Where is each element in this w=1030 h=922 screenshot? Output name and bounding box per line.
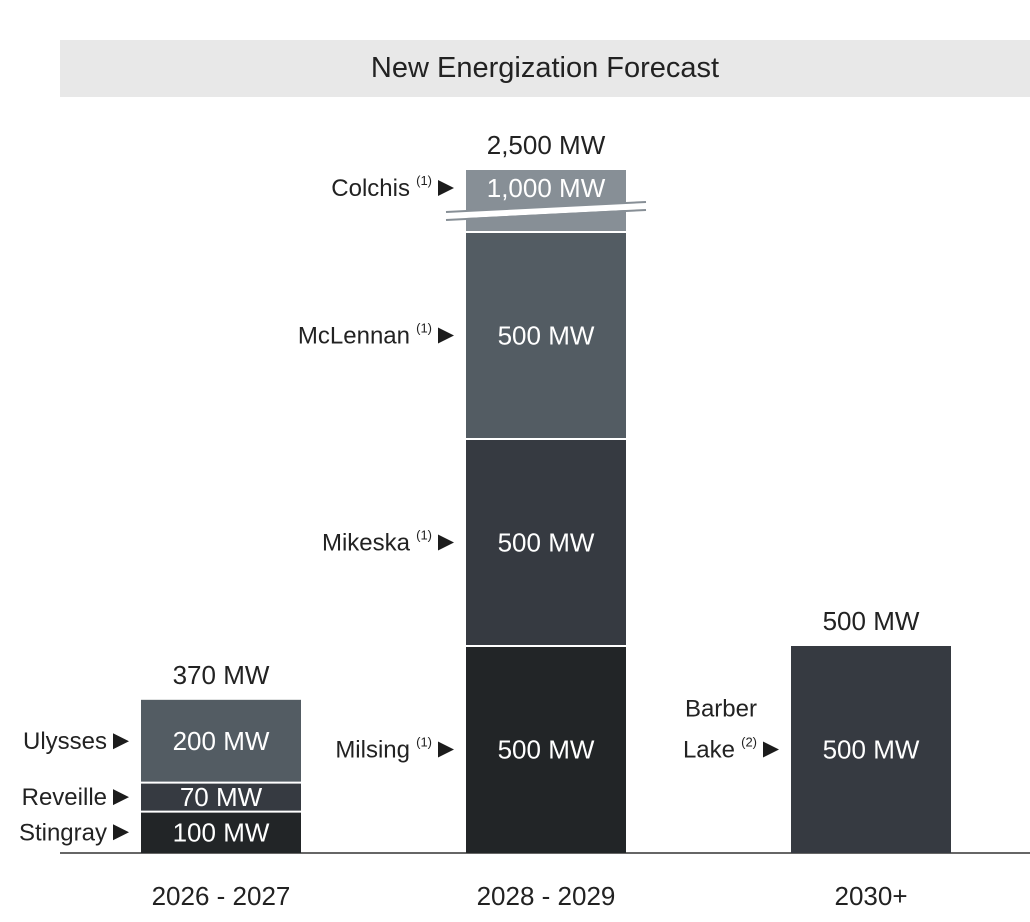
pointer-arrow-icon	[763, 741, 779, 758]
segment-name-label: Stingray	[19, 819, 107, 846]
bar-segment-barber-lake	[791, 646, 951, 853]
x-tick-label: 2028 - 2029	[477, 881, 616, 911]
bar-segment-reveille	[141, 782, 301, 812]
bar-segment-mclennan	[466, 232, 626, 439]
bar-segment-mikeska	[466, 439, 626, 646]
pointer-arrow-icon	[438, 534, 454, 551]
segment-name-label: Barber	[685, 696, 757, 723]
segment-name-label: Lake	[683, 737, 735, 764]
pointer-arrow-icon	[113, 733, 129, 750]
segment-value-label: 500 MW	[498, 735, 595, 765]
pointer-arrow-icon	[438, 180, 454, 196]
segment-name-label: McLennan	[298, 323, 410, 350]
segment-name-label: Colchis	[331, 175, 410, 202]
segment-value-label: 1,000 MW	[487, 173, 606, 203]
segment-value-label: 500 MW	[498, 321, 595, 351]
bar-segment-colchis	[466, 170, 626, 232]
bar-total-label: 370 MW	[173, 660, 270, 690]
pointer-arrow-icon	[113, 789, 129, 806]
bar-total-label: 2,500 MW	[487, 130, 606, 160]
bar-segment-ulysses	[141, 699, 301, 783]
segment-value-label: 500 MW	[823, 735, 920, 765]
x-tick-label: 2030+	[834, 881, 907, 911]
footnote-marker: (2)	[741, 735, 757, 750]
bar-segment-milsing	[466, 646, 626, 853]
segment-value-label: 70 MW	[180, 782, 263, 812]
x-tick-label: 2026 - 2027	[152, 881, 291, 911]
axis-break-mark	[446, 202, 646, 219]
footnote-marker: (1)	[416, 735, 432, 750]
segment-name-label: Milsing	[335, 737, 410, 764]
bar-segment-stingray	[141, 811, 301, 853]
footnote-marker: (1)	[416, 173, 432, 188]
axis-break-line	[445, 201, 647, 213]
segment-name-label: Ulysses	[23, 728, 107, 755]
segment-value-label: 100 MW	[173, 817, 270, 847]
segment-value-label: 200 MW	[173, 726, 270, 756]
chart-title: New Energization Forecast	[60, 40, 1030, 97]
pointer-arrow-icon	[113, 824, 129, 841]
pointer-arrow-icon	[438, 741, 454, 758]
axis-break-line	[445, 209, 647, 221]
footnote-marker: (1)	[416, 528, 432, 543]
segment-name-label: Mikeska	[322, 530, 411, 557]
footnote-marker: (1)	[416, 321, 432, 336]
segment-name-label: Reveille	[22, 784, 107, 811]
bar-total-label: 500 MW	[823, 606, 920, 636]
pointer-arrow-icon	[438, 327, 454, 344]
segment-value-label: 500 MW	[498, 528, 595, 558]
